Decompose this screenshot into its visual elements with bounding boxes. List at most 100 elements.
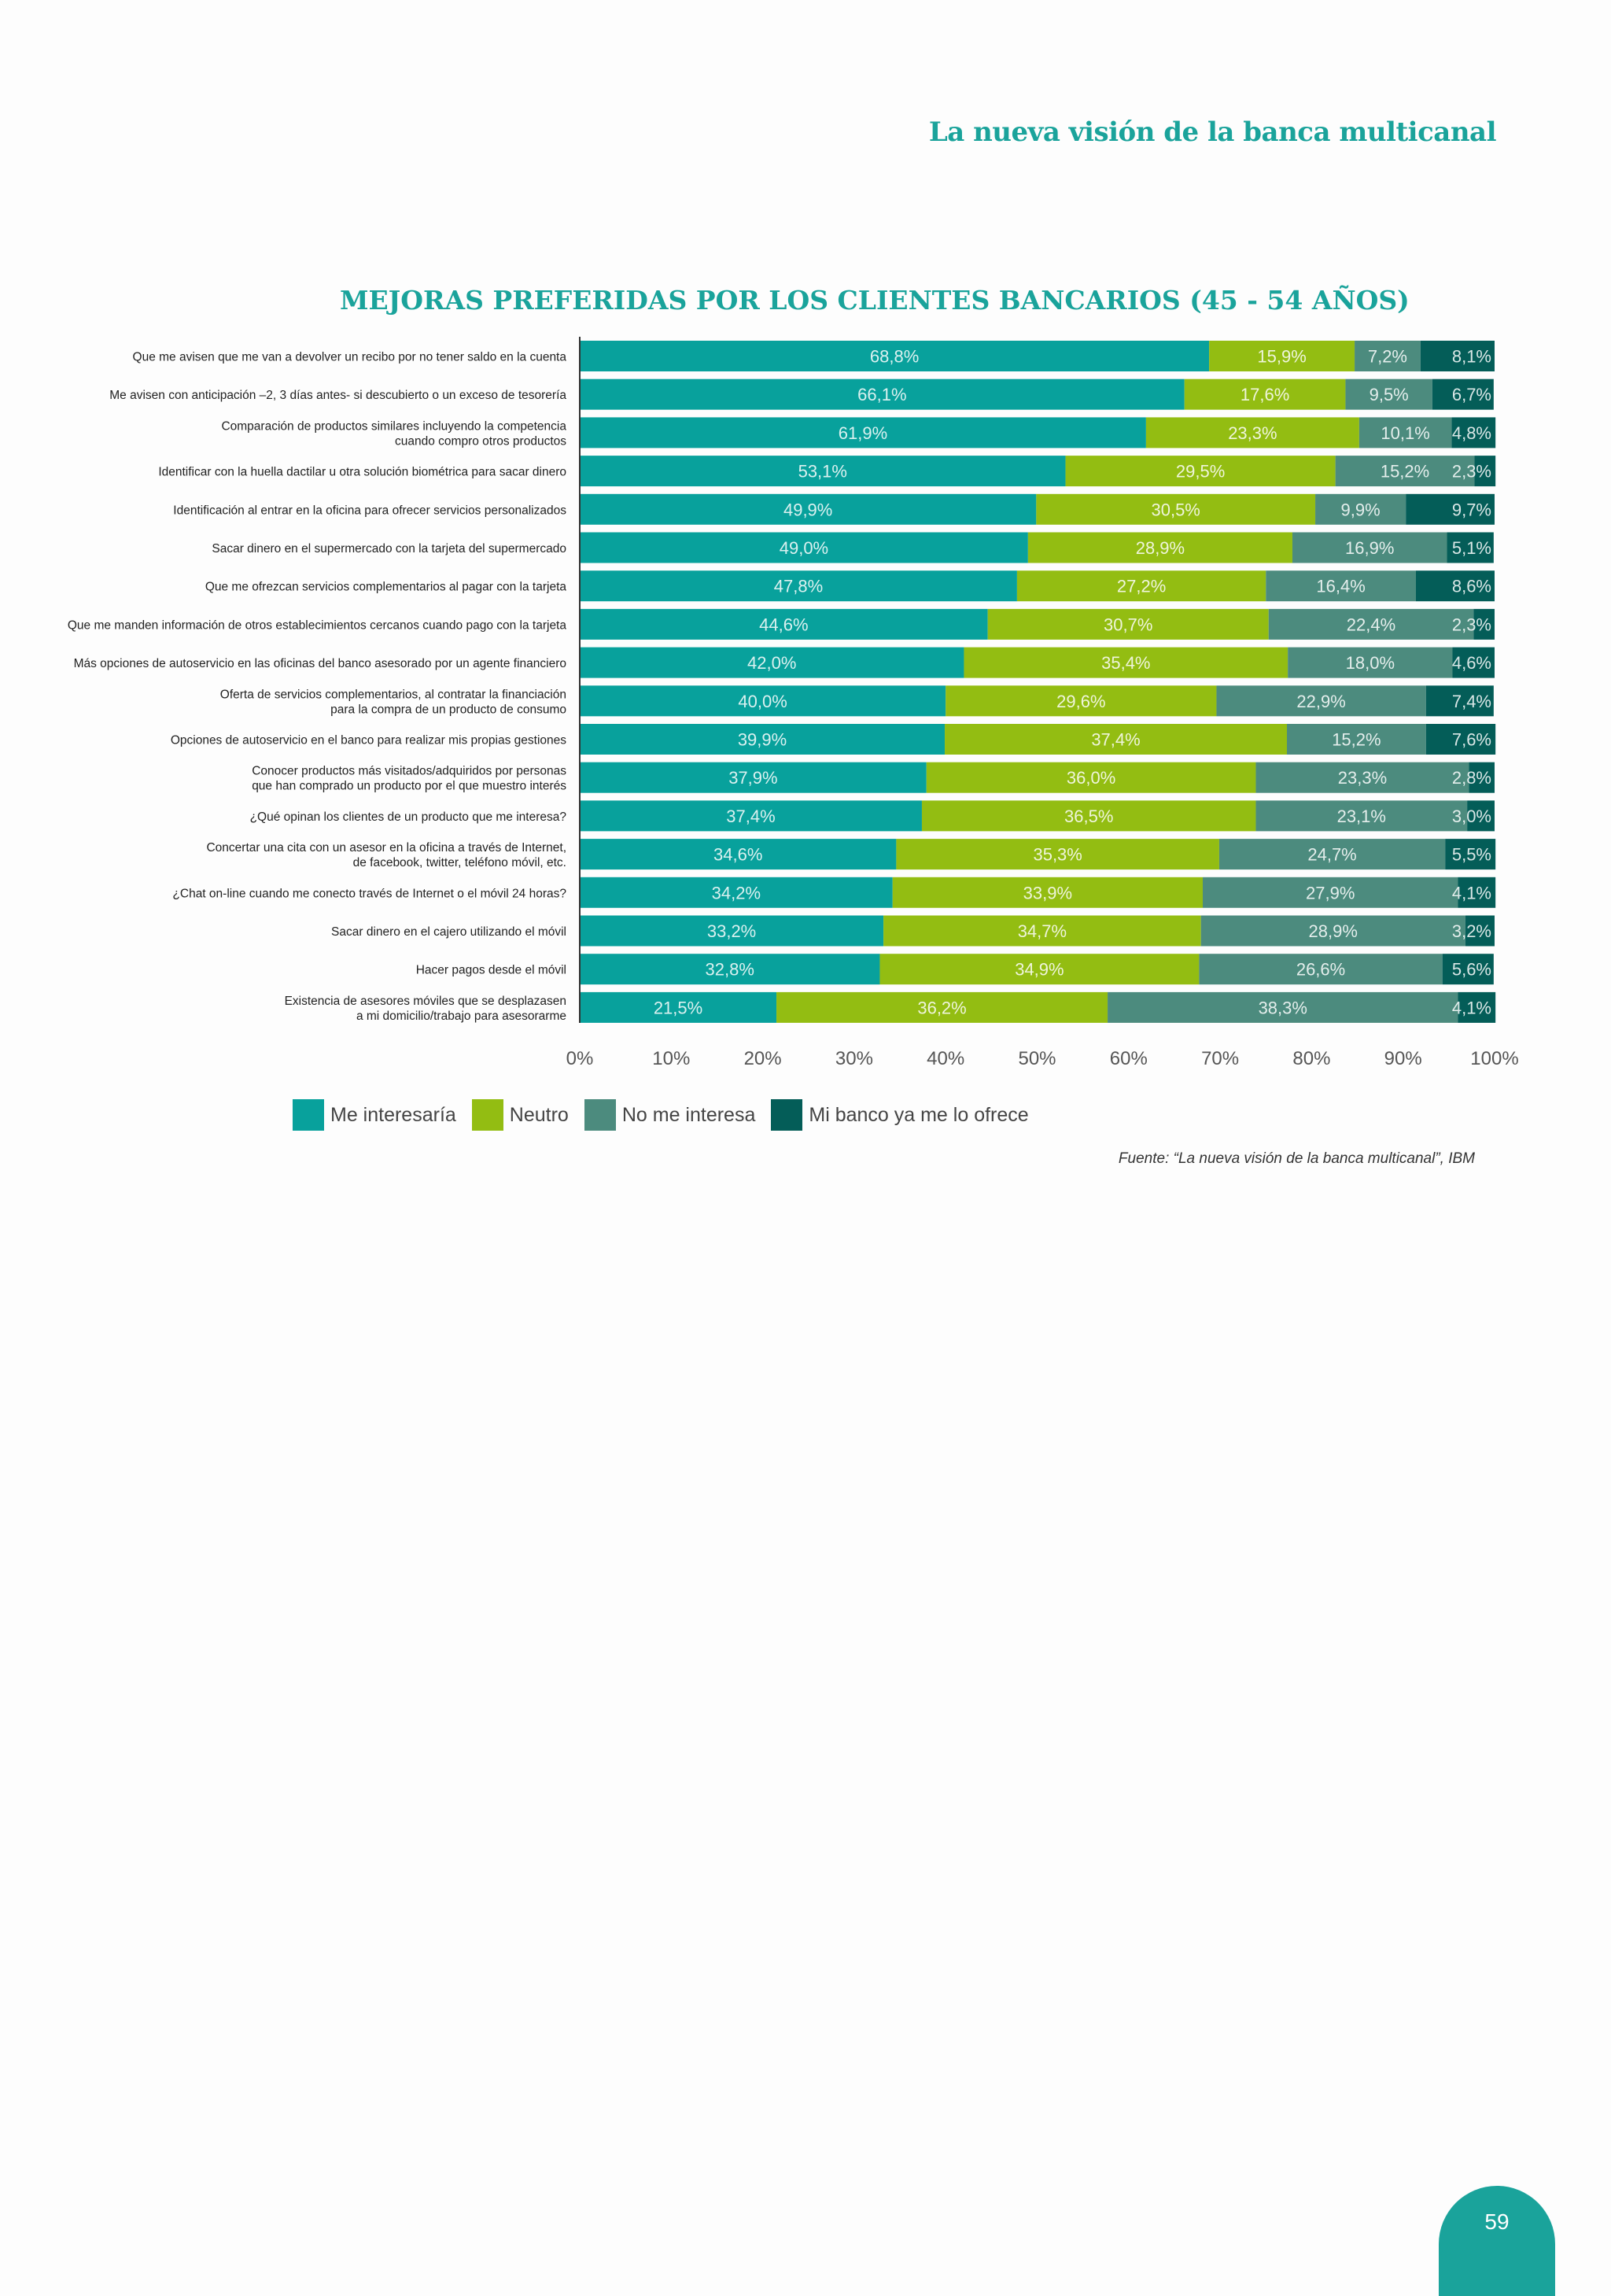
category-label: ¿Chat on-line cuando me conecto través d…	[172, 887, 566, 900]
bar-segment	[883, 915, 1201, 947]
data-label: 36,5%	[1064, 807, 1113, 826]
data-label: 9,5%	[1370, 385, 1409, 404]
data-label: 16,4%	[1316, 577, 1365, 596]
legend-label: Me interesaría	[330, 1103, 456, 1126]
data-label: 34,6%	[713, 845, 762, 865]
bar-segment	[580, 991, 777, 1023]
bar-segment	[1209, 341, 1355, 371]
data-label: 16,9%	[1345, 538, 1394, 558]
category-label: Opciones de autoservicio en el banco par…	[171, 734, 566, 747]
category-label: a mi domicilio/trabajo para asesorarme	[356, 1010, 566, 1023]
bar-segment	[1255, 762, 1469, 793]
legend-label: Neutro	[509, 1103, 569, 1126]
data-label: 23,1%	[1337, 807, 1386, 826]
bar-segment	[1288, 647, 1453, 678]
data-label: 2,8%	[1452, 768, 1491, 788]
data-label: 39,9%	[738, 730, 787, 750]
bar-segment	[1445, 839, 1496, 870]
data-label: 33,9%	[1023, 883, 1072, 903]
data-label: 49,9%	[783, 500, 832, 519]
bar-segment	[926, 762, 1256, 793]
bar-segment	[580, 839, 897, 870]
bar-segment	[1335, 456, 1475, 487]
bar-segment	[1027, 532, 1292, 563]
data-label: 22,4%	[1347, 615, 1395, 634]
x-tick-label: 70%	[1201, 1048, 1239, 1069]
x-tick-label: 20%	[744, 1048, 782, 1069]
data-label: 33,2%	[707, 921, 756, 941]
bar-segment	[580, 532, 1028, 563]
data-label: 10,1%	[1381, 423, 1429, 443]
data-label: 40,0%	[738, 692, 787, 711]
data-label: 36,0%	[1067, 768, 1115, 788]
data-label: 5,5%	[1452, 845, 1491, 865]
bar-segment	[945, 724, 1287, 755]
category-label: Conocer productos más visitados/adquirid…	[252, 765, 566, 778]
bar-segment	[1447, 532, 1494, 563]
bar-segment	[1473, 608, 1495, 640]
legend-swatch	[293, 1099, 324, 1131]
x-tick-label: 10%	[652, 1048, 690, 1069]
bar-segment	[580, 762, 927, 793]
legend-item-no-me-interesa: No me interesa	[584, 1099, 755, 1131]
data-label: 5,6%	[1452, 960, 1491, 980]
page-header-title: La nueva visión de la banca multicanal	[928, 116, 1497, 148]
bar-segment	[1467, 800, 1495, 832]
data-label: 29,6%	[1056, 692, 1105, 711]
data-label: 34,9%	[1015, 960, 1064, 980]
bar-segment	[896, 839, 1219, 870]
category-label: Que me avisen que me van a devolver un r…	[133, 351, 567, 364]
x-tick-label: 80%	[1292, 1048, 1330, 1069]
data-label: 61,9%	[839, 423, 887, 443]
data-label: 7,6%	[1452, 730, 1491, 750]
x-tick-label: 0%	[566, 1048, 594, 1069]
data-label: 21,5%	[654, 998, 702, 1017]
x-tick-label: 90%	[1384, 1048, 1422, 1069]
bar-segment	[1200, 915, 1465, 947]
category-label: Me avisen con anticipación –2, 3 días an…	[109, 389, 566, 402]
bar-segment	[987, 608, 1269, 640]
bar-segment	[1458, 877, 1496, 908]
data-label: 29,5%	[1176, 462, 1225, 482]
bar-segment	[964, 647, 1288, 678]
data-label: 7,4%	[1452, 692, 1491, 711]
bar-segment	[580, 378, 1185, 410]
bar-segment	[1452, 647, 1495, 678]
data-label: 9,7%	[1452, 500, 1491, 519]
data-label: 15,2%	[1381, 462, 1429, 482]
bar-segment	[580, 724, 946, 755]
data-label: 2,3%	[1452, 462, 1491, 482]
x-tick-label: 60%	[1110, 1048, 1148, 1069]
bar-segment	[1286, 724, 1426, 755]
bar-segment	[1420, 341, 1495, 371]
x-tick-label: 40%	[927, 1048, 964, 1069]
bar-segment	[1465, 915, 1495, 947]
bar-segment	[1451, 417, 1496, 448]
bar-segment	[1016, 570, 1266, 602]
x-tick-label: 100%	[1470, 1048, 1518, 1069]
data-label: 68,8%	[870, 347, 919, 367]
data-label: 28,9%	[1136, 538, 1185, 558]
bar-segment	[776, 991, 1108, 1023]
data-label: 5,1%	[1452, 538, 1491, 558]
bar-segment	[946, 685, 1217, 717]
category-label: Hacer pagos desde el móvil	[416, 964, 566, 977]
data-label: 34,7%	[1018, 921, 1067, 941]
bar-segment	[1425, 724, 1496, 755]
data-label: 4,8%	[1452, 423, 1491, 443]
bar-segment	[921, 800, 1256, 832]
bar-segment	[1406, 493, 1495, 525]
bar-segment	[1415, 570, 1495, 602]
bar-segment	[1065, 456, 1336, 487]
data-label: 30,7%	[1104, 615, 1152, 634]
category-label: para la compra de un producto de consumo	[330, 703, 566, 716]
bar-segment	[892, 877, 1204, 908]
data-label: 53,1%	[798, 462, 847, 482]
category-label: de facebook, twitter, teléfono móvil, et…	[353, 856, 566, 869]
data-label: 44,6%	[759, 615, 808, 634]
x-tick-label: 30%	[835, 1048, 873, 1069]
data-label: 8,6%	[1452, 577, 1491, 596]
bar-segment	[1345, 378, 1432, 410]
category-label: Concertar una cita con un asesor en la o…	[206, 841, 566, 855]
bar-segment	[1266, 570, 1416, 602]
